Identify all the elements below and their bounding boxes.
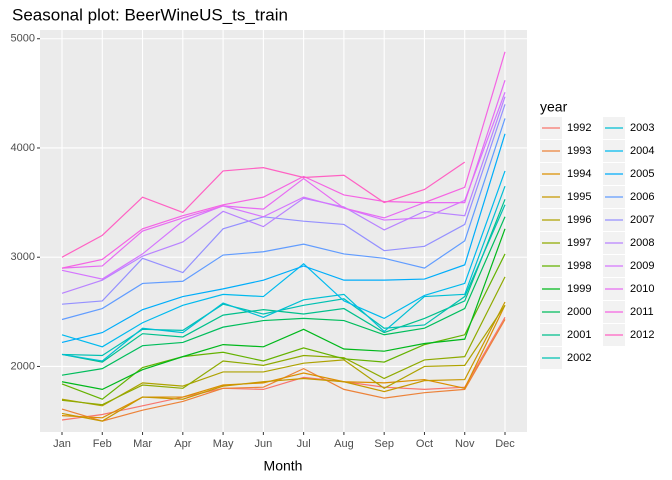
series-line (61, 170, 506, 348)
series-line (61, 80, 506, 269)
series-line (61, 133, 506, 344)
x-tick-label: Apr (174, 438, 191, 450)
series-line (61, 316, 506, 421)
series-line (61, 228, 506, 391)
legend-label: 2009 (630, 260, 654, 272)
series-line (61, 96, 506, 294)
y-tick-label: 4000 (11, 142, 35, 154)
legend-label: 2001 (567, 329, 591, 341)
legend-label: 1997 (567, 237, 591, 249)
legend-label: 1999 (567, 283, 591, 295)
legend-label: 2000 (567, 306, 591, 318)
legend-label: 2012 (630, 329, 654, 341)
series-line (61, 161, 466, 258)
y-tick-label: 5000 (11, 33, 35, 45)
legend-label: 2010 (630, 283, 654, 295)
chart-title: Seasonal plot: BeerWineUS_ts_train (12, 5, 288, 24)
x-tick-label: Jun (254, 438, 272, 450)
series-line (61, 104, 506, 305)
x-tick-label: Feb (93, 438, 112, 450)
x-tick-label: Aug (334, 438, 354, 450)
x-tick-label: May (213, 438, 234, 450)
legend-label: 1996 (567, 214, 591, 226)
x-tick-label: Sep (374, 438, 394, 450)
legend-label: 2004 (630, 145, 654, 157)
series-line (61, 186, 506, 362)
x-tick-label: Jul (297, 438, 311, 450)
series-line (61, 304, 506, 407)
legend-label: 1993 (567, 145, 591, 157)
legend-label: 1998 (567, 260, 591, 272)
series-line (61, 301, 506, 422)
x-axis-title: Month (264, 458, 303, 474)
x-tick-label: Mar (133, 438, 152, 450)
x-tick-label: Oct (416, 438, 433, 450)
x-tick-label: Nov (455, 438, 475, 450)
series-line (61, 199, 506, 363)
series-line (61, 276, 506, 406)
series-line (61, 92, 506, 280)
x-tick-label: Jan (53, 438, 71, 450)
legend-label: 2003 (630, 122, 654, 134)
legend-label: 1992 (567, 122, 591, 134)
series-line (61, 216, 506, 376)
legend-label: 2002 (567, 352, 591, 364)
legend-label: 2007 (630, 214, 654, 226)
plot-panel (40, 30, 527, 432)
x-tick-label: Dec (495, 438, 515, 450)
legend-label: 1994 (567, 168, 591, 180)
y-tick-label: 2000 (11, 360, 35, 372)
legend-label: 2006 (630, 191, 654, 203)
legend-label: 2011 (630, 306, 654, 318)
series-line (61, 118, 506, 321)
y-tick-label: 3000 (11, 251, 35, 263)
legend-label: 2005 (630, 168, 654, 180)
legend-title: year (540, 99, 568, 115)
series-line (61, 51, 506, 269)
legend-label: 1995 (567, 191, 591, 203)
legend-label: 2008 (630, 237, 654, 249)
